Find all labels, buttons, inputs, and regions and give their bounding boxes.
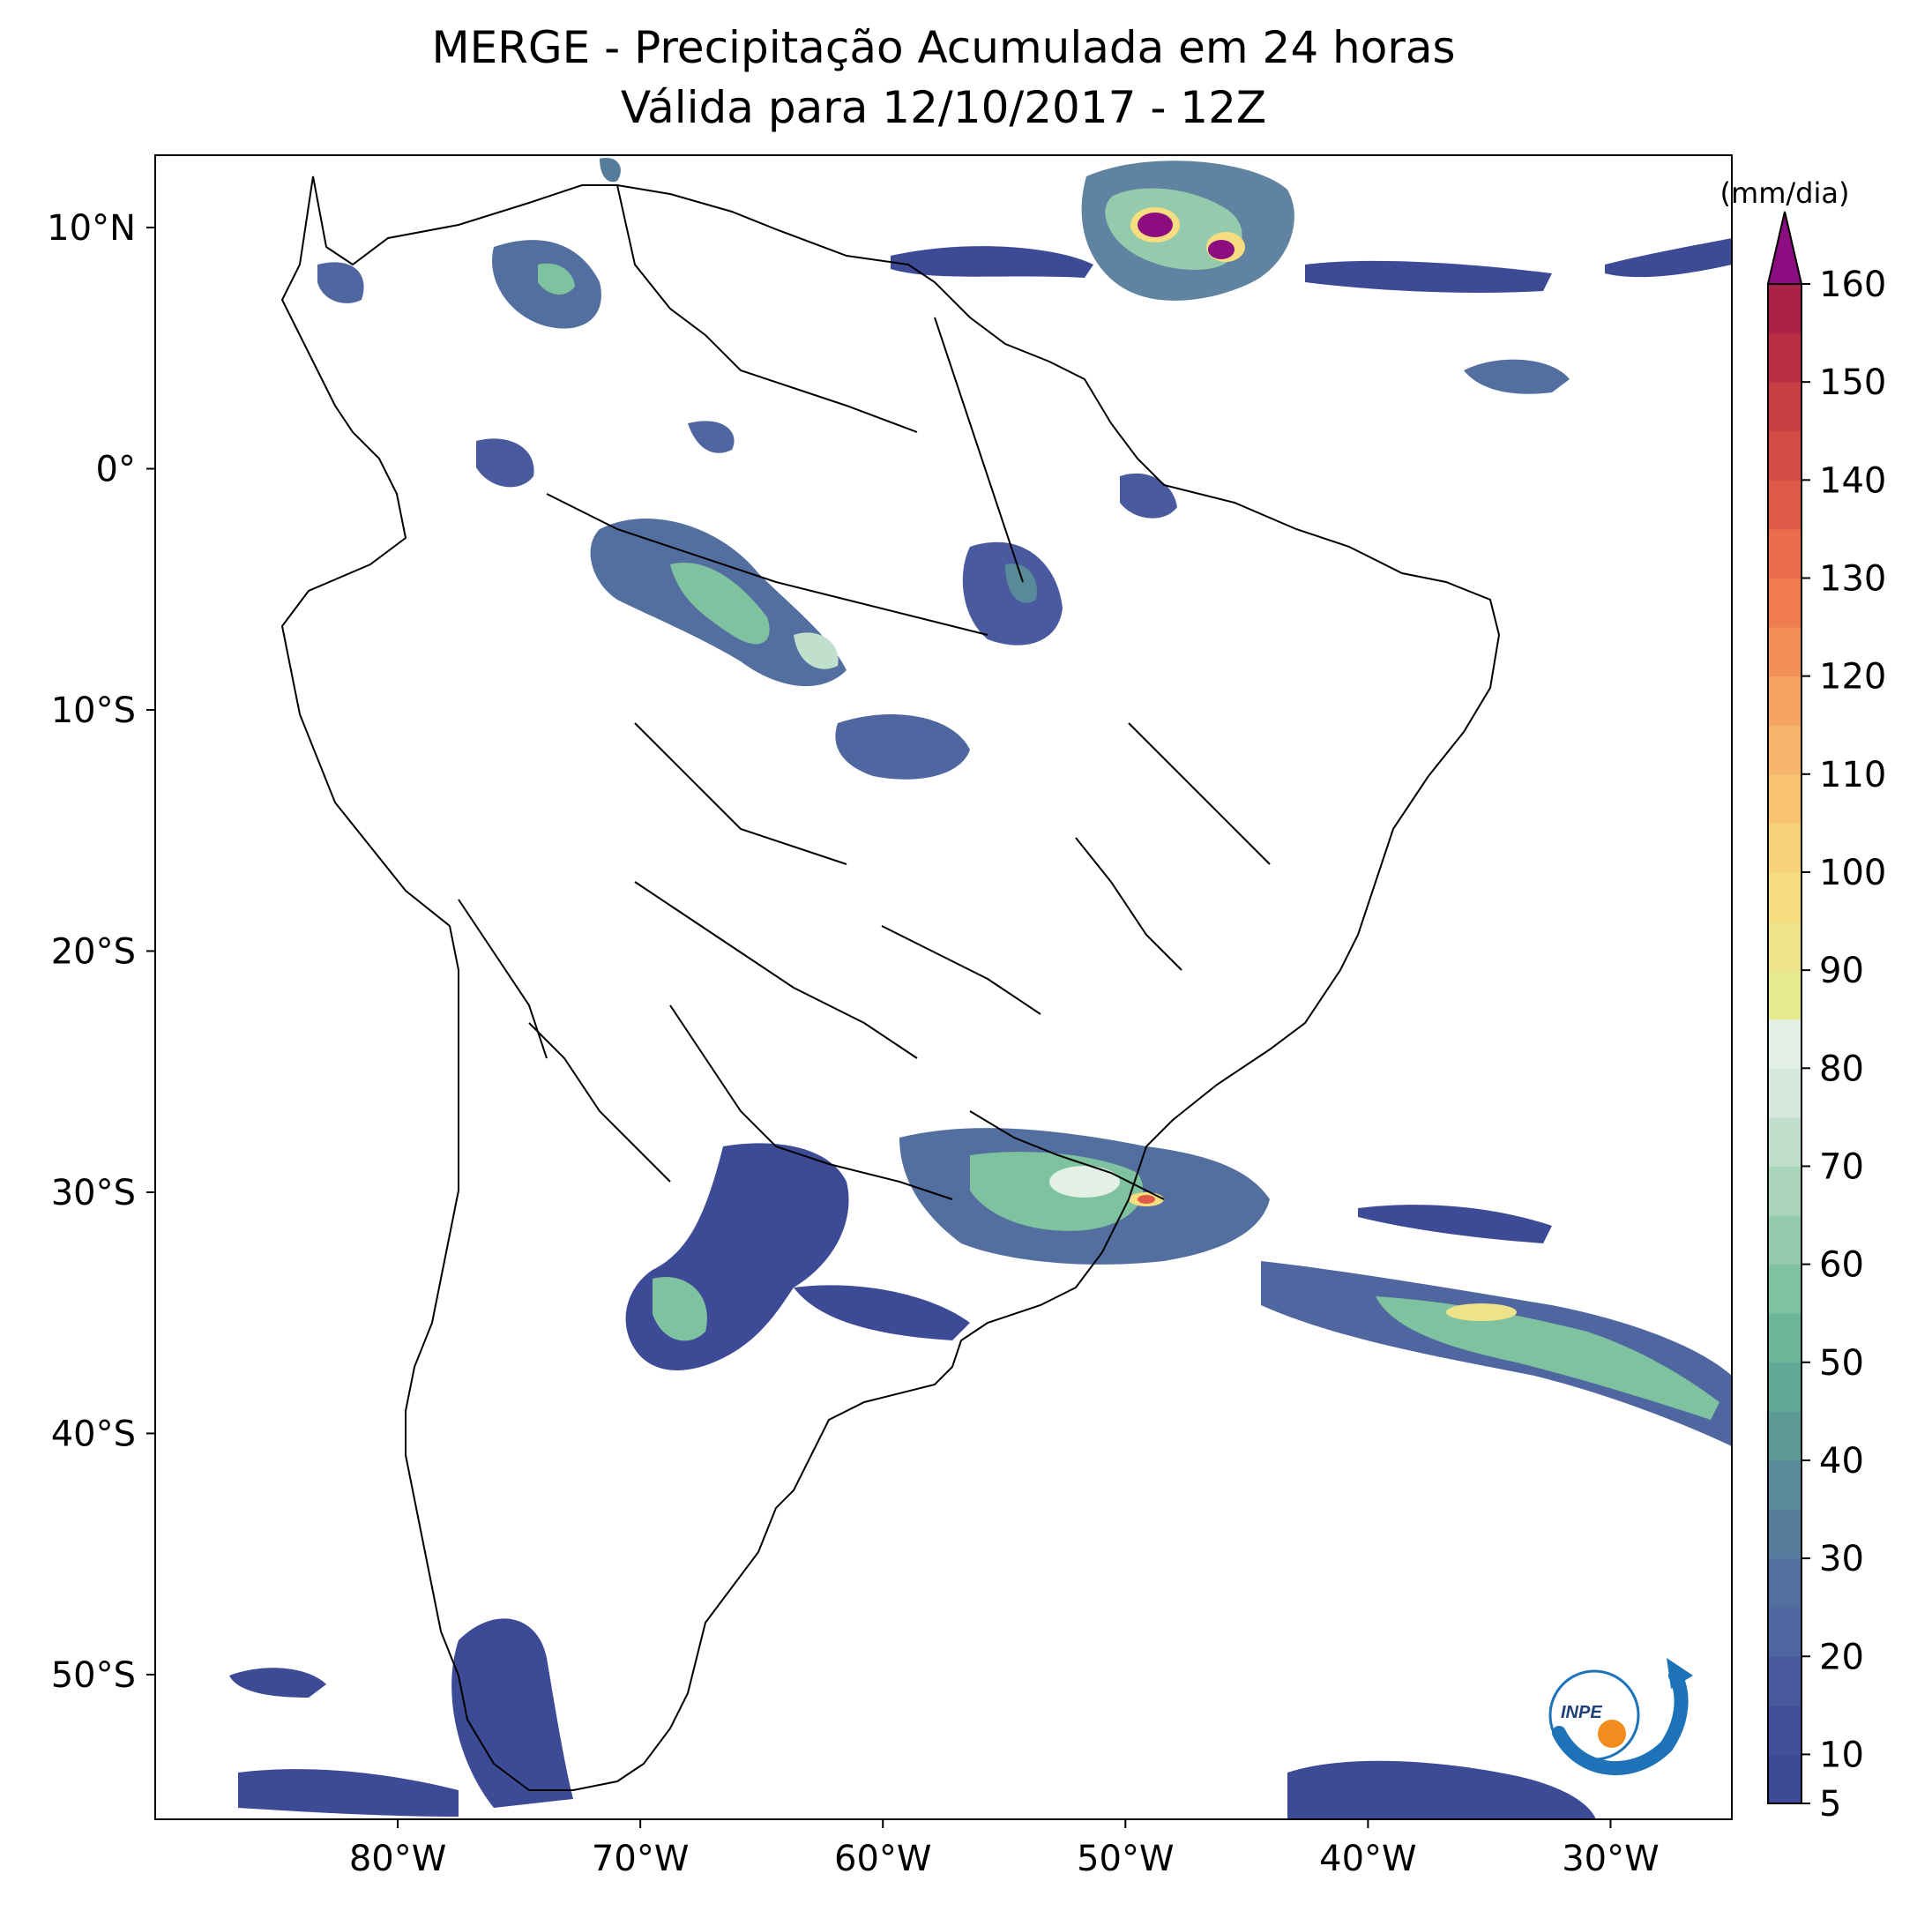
lat-tick-label: 10°S: [51, 690, 136, 731]
colorbar-segment: [1768, 1607, 1801, 1657]
colorbar-segment: [1768, 382, 1801, 432]
colorbar-segment: [1768, 1215, 1801, 1265]
lat-tick-label: 0°: [96, 450, 136, 490]
colorbar-frame: [1767, 283, 1802, 1804]
map-frame: [154, 154, 1733, 1820]
colorbar-tick-label: 140: [1819, 460, 1886, 501]
colorbar-segment: [1768, 1313, 1801, 1363]
lat-tick-label: 10°N: [47, 208, 136, 249]
colorbar-segment: [1768, 1362, 1801, 1412]
colorbar-tick-label: 90: [1819, 951, 1864, 991]
colorbar-tick-label: 150: [1819, 362, 1886, 403]
lon-tick-label: 60°W: [834, 1839, 931, 1879]
colorbar-tick-label: 130: [1819, 558, 1886, 599]
lon-tick-label: 40°W: [1319, 1839, 1416, 1879]
colorbar-segment: [1768, 1116, 1801, 1167]
lon-tick-label: 70°W: [592, 1839, 689, 1879]
colorbar-segment: [1768, 480, 1801, 530]
lon-tick-label: 50°W: [1077, 1839, 1174, 1879]
colorbar-tick-label: 20: [1819, 1637, 1864, 1677]
colorbar-tick-label: 160: [1819, 265, 1886, 305]
colorbar-tick-label: 100: [1819, 853, 1886, 893]
colorbar-segment: [1768, 332, 1801, 383]
colorbar: 5 10 20 30 40 50 60 70 80 90 100 110 120 130 140 150 160: [1766, 211, 1886, 1825]
colorbar-segment: [1768, 1509, 1801, 1559]
colorbar-segment: [1768, 1166, 1801, 1216]
colorbar-tick-label: 10: [1819, 1735, 1864, 1775]
colorbar-tick-label: 60: [1819, 1245, 1864, 1286]
colorbar-unit-label: (mm/dia): [1720, 176, 1850, 210]
inpe-logo-text: INPE: [1561, 1703, 1602, 1722]
colorbar-segment: [1768, 871, 1801, 922]
longitude-ticks: 80°W 70°W 60°W 50°W 40°W 30°W: [349, 1819, 1660, 1879]
latitude-ticks: 10°N 0° 10°S 20°S 30°S 40°S 50°S: [47, 208, 155, 1696]
colorbar-segment: [1768, 970, 1801, 1020]
lat-tick-label: 40°S: [51, 1414, 136, 1454]
colorbar-segment: [1768, 823, 1801, 873]
colorbar-segment: [1768, 773, 1801, 824]
lat-tick-label: 20°S: [51, 931, 136, 972]
colorbar-segment: [1768, 1656, 1801, 1706]
coastlines-and-borders: [280, 175, 1501, 1791]
colorbar-segment: [1768, 430, 1801, 481]
colorbar-extend-arrow: [1766, 211, 1803, 285]
colorbar-segment: [1768, 725, 1801, 775]
colorbar-segment: [1768, 1264, 1801, 1314]
colorbar-tick-label: 40: [1819, 1441, 1864, 1482]
colorbar-segment: [1768, 1411, 1801, 1461]
colorbar-tick-label: 50: [1819, 1343, 1864, 1384]
colorbar-tick-label: 70: [1819, 1146, 1864, 1187]
colorbar-segment: [1768, 921, 1801, 971]
colorbar-tick-label: 120: [1819, 657, 1886, 698]
colorbar-segment: [1768, 1754, 1801, 1804]
map-subtitle: Válida para 12/10/2017 - 12Z: [620, 82, 1267, 133]
colorbar-tick-label: 30: [1819, 1539, 1864, 1579]
map-panel: INPE: [229, 158, 1732, 1819]
colorbar-segment: [1768, 578, 1801, 628]
lon-tick-label: 30°W: [1562, 1839, 1659, 1879]
colorbar-segment: [1768, 284, 1801, 334]
colorbar-segment: [1768, 627, 1801, 677]
colorbar-tick-label: 80: [1819, 1049, 1864, 1089]
colorbar-segment: [1768, 1019, 1801, 1069]
colorbar-segment: [1768, 1705, 1801, 1755]
lat-tick-label: 50°S: [51, 1655, 136, 1696]
colorbar-segment: [1768, 1459, 1801, 1511]
colorbar-tick-label: 110: [1819, 755, 1886, 795]
colorbar-segment: [1768, 676, 1801, 726]
colorbar-tick-label: 5: [1819, 1784, 1841, 1825]
colorbar-segment: [1768, 1558, 1801, 1609]
precipitation-field: [229, 158, 1732, 1819]
colorbar-segment: [1768, 1068, 1801, 1118]
lon-tick-label: 80°W: [349, 1839, 446, 1879]
lat-tick-label: 30°S: [51, 1173, 136, 1213]
inpe-logo: INPE: [1548, 1658, 1693, 1775]
map-title: MERGE - Precipitação Acumulada em 24 hor…: [431, 22, 1456, 73]
colorbar-segment: [1768, 528, 1801, 579]
